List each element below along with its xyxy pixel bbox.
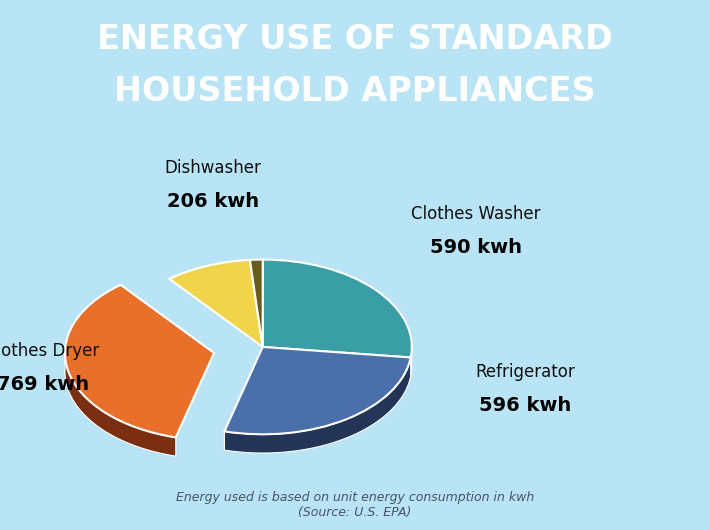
Text: Clothes Dryer: Clothes Dryer <box>0 342 99 360</box>
Text: 590 kwh: 590 kwh <box>430 237 522 257</box>
Polygon shape <box>224 358 410 453</box>
Wedge shape <box>65 285 214 437</box>
Wedge shape <box>169 260 263 347</box>
Wedge shape <box>263 260 412 358</box>
Text: ENERGY USE OF STANDARD: ENERGY USE OF STANDARD <box>97 23 613 56</box>
Text: Refrigerator: Refrigerator <box>476 363 575 381</box>
Text: Clothes Washer: Clothes Washer <box>411 205 540 223</box>
Text: 206 kwh: 206 kwh <box>167 192 259 211</box>
Text: 769 kwh: 769 kwh <box>0 375 89 394</box>
Text: 596 kwh: 596 kwh <box>479 396 572 414</box>
Polygon shape <box>65 350 176 456</box>
Text: Energy used is based on unit energy consumption in kwh
(Source: U.S. EPA): Energy used is based on unit energy cons… <box>176 491 534 519</box>
Wedge shape <box>250 260 263 347</box>
Wedge shape <box>224 347 410 434</box>
Text: Dishwasher: Dishwasher <box>165 159 261 177</box>
Polygon shape <box>410 345 412 376</box>
Text: HOUSEHOLD APPLIANCES: HOUSEHOLD APPLIANCES <box>114 75 596 108</box>
